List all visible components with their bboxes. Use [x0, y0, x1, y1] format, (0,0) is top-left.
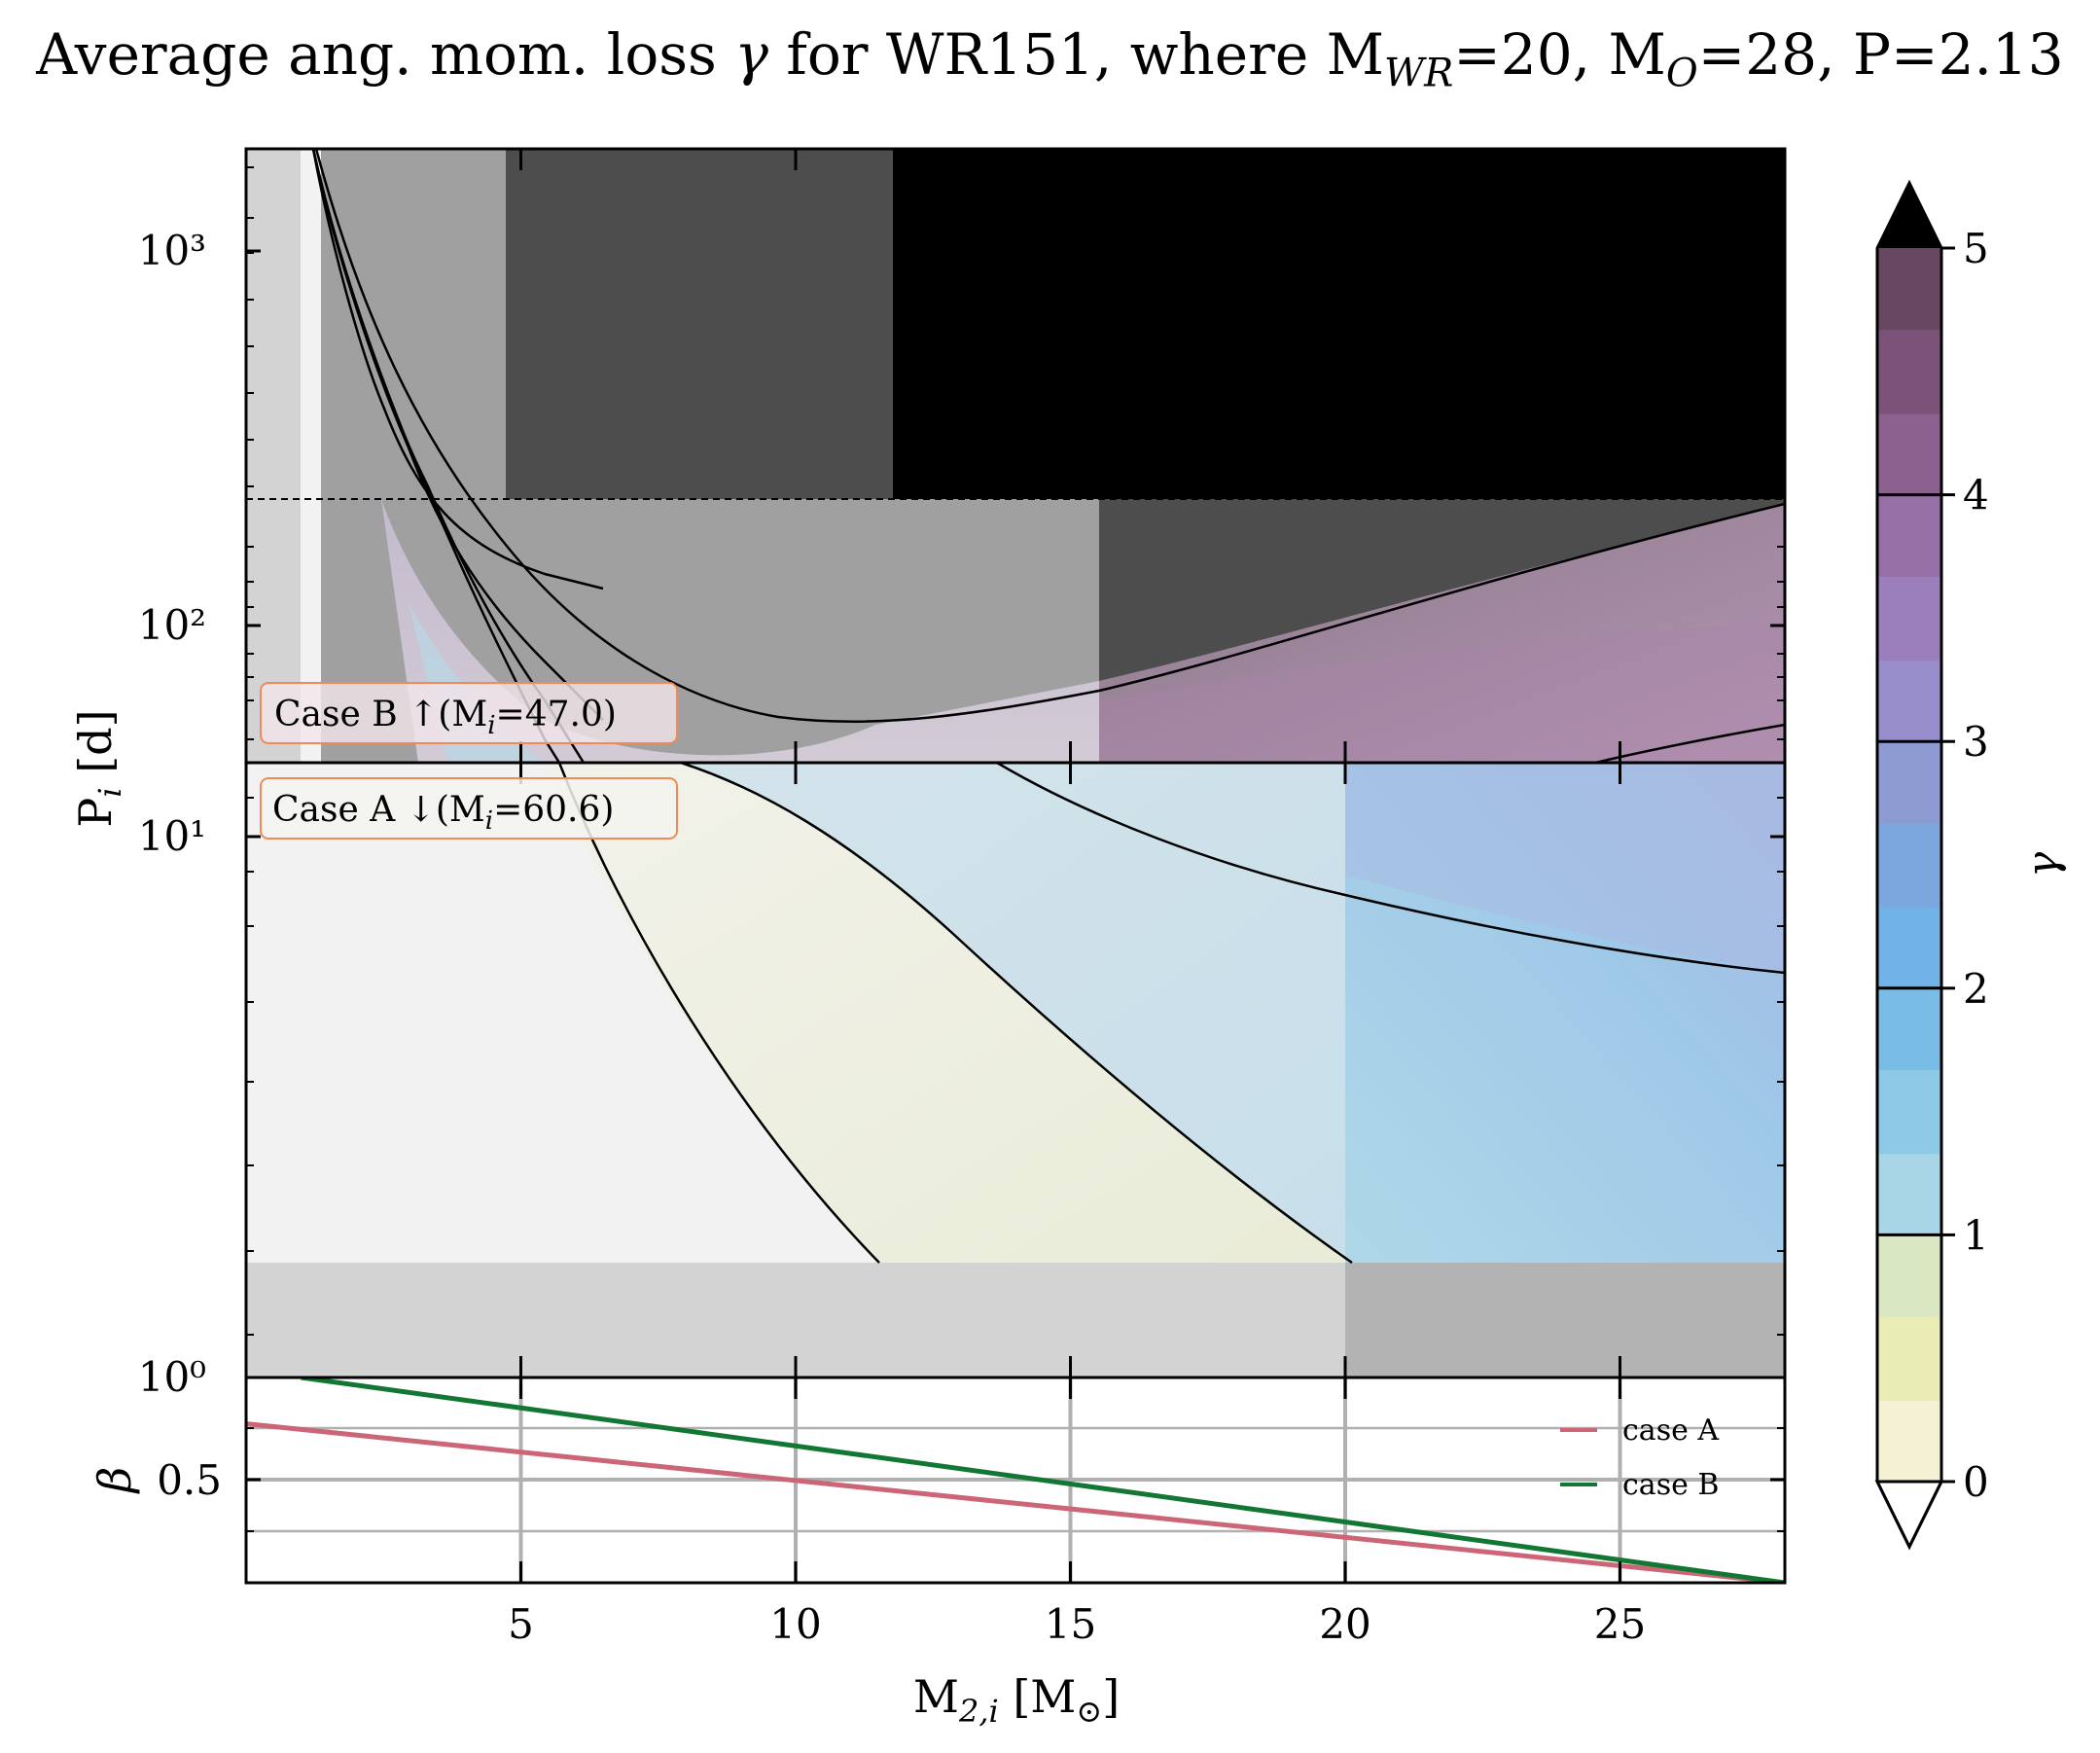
- colorbar-level-14: [1877, 248, 1941, 331]
- colorbar-level-2: [1877, 1234, 1941, 1317]
- xtick-label-20: 20: [1319, 1600, 1370, 1648]
- colorbar-level-12: [1877, 412, 1941, 496]
- colorbar-level-10: [1877, 576, 1941, 662]
- legend-case-a-label: case A: [1622, 1413, 1719, 1448]
- beta-series: [246, 1377, 1785, 1583]
- upper-panel-fill: [246, 149, 1785, 763]
- xtick-label-10: 10: [769, 1600, 821, 1648]
- colorbar-level-1: [1877, 1316, 1941, 1401]
- colorbar-levels: [1877, 248, 1941, 1483]
- xtick-label-5: 5: [508, 1600, 534, 1648]
- colorbar-tick-label-1: 1: [1963, 1211, 1989, 1259]
- colorbar-level-4: [1877, 1069, 1941, 1155]
- colorbar-level-6: [1877, 907, 1941, 989]
- case-b-box: Case B ↑(Mi=47.0): [260, 682, 678, 744]
- ytick-label-10: 10¹: [138, 812, 206, 860]
- ytick-label-1000: 10³: [138, 227, 206, 274]
- colorbar-level-7: [1877, 822, 1941, 908]
- y-major-ticks: [246, 249, 1785, 1482]
- colorbar: 0 1 2 3 4 5 γ: [1874, 179, 2068, 1551]
- colorbar-level-5: [1877, 987, 1941, 1071]
- colorbar-level-13: [1877, 329, 1941, 414]
- y-tick-labels: 10³ 10² 10¹ 10⁰ 0.5: [138, 227, 222, 1504]
- colorbar-ticks: 0 1 2 3 4 5: [1877, 225, 1989, 1506]
- beta-axis-label: β: [89, 1467, 141, 1495]
- colorbar-tick-label-4: 4: [1963, 472, 1989, 519]
- lower-panel-fill: [246, 763, 1785, 1377]
- beta-line-case-b: [301, 1377, 1785, 1583]
- colorbar-tick-label-0: 0: [1963, 1458, 1989, 1506]
- beta-line-case-a: [246, 1420, 1785, 1583]
- colorbar-level-11: [1877, 494, 1941, 577]
- case-a-label: Case A ↓(Mi=60.6): [272, 790, 614, 836]
- colorbar-extend-min: [1874, 1480, 1944, 1551]
- colorbar-level-0: [1877, 1400, 1941, 1483]
- case-a-box: Case A ↓(Mi=60.6): [260, 777, 678, 840]
- xtick-label-15: 15: [1045, 1600, 1096, 1648]
- colorbar-tick-label-5: 5: [1963, 225, 1989, 272]
- colorbar-extend-max: [1877, 183, 1941, 248]
- colorbar-level-3: [1877, 1153, 1941, 1235]
- x-ticks: [519, 149, 1621, 1583]
- colorbar-level-9: [1877, 660, 1941, 742]
- colorbar-tick-label-2: 2: [1963, 965, 1989, 1013]
- chart-title: Average ang. mom. loss γ for WR151, wher…: [36, 21, 2064, 96]
- y-minor-ticks: [246, 166, 1785, 1532]
- colorbar-level-8: [1877, 741, 1941, 824]
- legend-case-b-label: case B: [1622, 1468, 1719, 1502]
- ytick-label-1: 10⁰: [138, 1353, 206, 1401]
- xtick-label-25: 25: [1594, 1600, 1646, 1648]
- beta-legend: case A case B: [1560, 1413, 1719, 1502]
- ytick-label-0-5: 0.5: [157, 1456, 222, 1504]
- colorbar-tick-label-3: 3: [1963, 718, 1989, 766]
- case-b-label: Case B ↑(Mi=47.0): [274, 695, 617, 740]
- x-axis-label: M2,i [M⊙]: [913, 1670, 1120, 1730]
- colorbar-label: γ: [2018, 851, 2068, 877]
- upper-contours: [311, 149, 1785, 763]
- ytick-label-100: 10²: [138, 601, 206, 649]
- y-axis-label: Pi [d]: [69, 709, 128, 827]
- beta-grid: [246, 1426, 1785, 1533]
- x-tick-labels: 5 10 15 20 25: [508, 1600, 1646, 1648]
